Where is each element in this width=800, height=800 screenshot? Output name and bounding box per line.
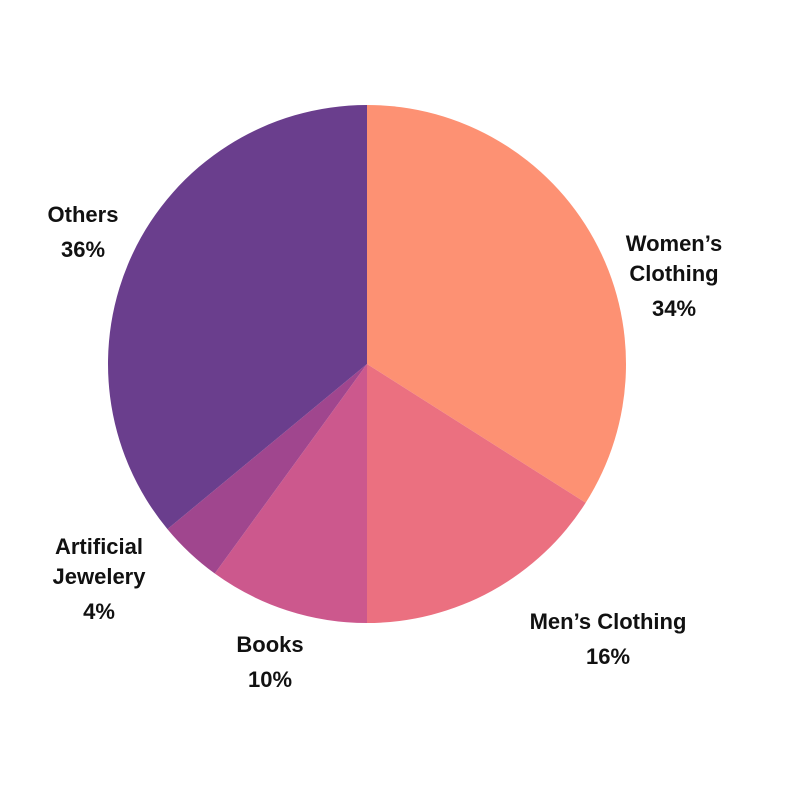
pie-slices <box>107 105 626 623</box>
pie-slice-mens-clothing <box>367 364 586 623</box>
slice-category-label: Artificial <box>55 534 143 559</box>
pie-slice-artificial-jewelery <box>167 364 367 574</box>
slice-category-label: Books <box>236 632 303 657</box>
slice-value-label: 10% <box>248 667 292 692</box>
pie-slice-womens-clothing <box>367 105 626 503</box>
slice-value-label: 16% <box>586 644 630 669</box>
slice-label-books: Books 10% <box>236 632 303 692</box>
slice-category-label: Men’s Clothing <box>530 609 687 634</box>
slice-category-label: Clothing <box>629 261 718 286</box>
pie-slice-books <box>214 364 367 623</box>
pie-labels: Women’s Clothing 34% Men’s Clothing 16% Books… <box>48 202 723 692</box>
slice-value-label: 4% <box>83 599 115 624</box>
slice-label-artificial-jewelery: Artificial Jewelery 4% <box>53 534 147 624</box>
slice-value-label: 34% <box>652 296 696 321</box>
slice-value-label: 36% <box>61 237 105 262</box>
pie-slice-others <box>107 105 367 530</box>
slice-label-womens-clothing: Women’s Clothing 34% <box>626 231 723 321</box>
slice-category-label: Women’s <box>626 231 723 256</box>
slice-category-label: Jewelery <box>53 564 147 589</box>
slice-category-label: Others <box>48 202 119 227</box>
slice-label-others: Others 36% <box>48 202 119 262</box>
slice-label-mens-clothing: Men’s Clothing 16% <box>530 609 687 669</box>
